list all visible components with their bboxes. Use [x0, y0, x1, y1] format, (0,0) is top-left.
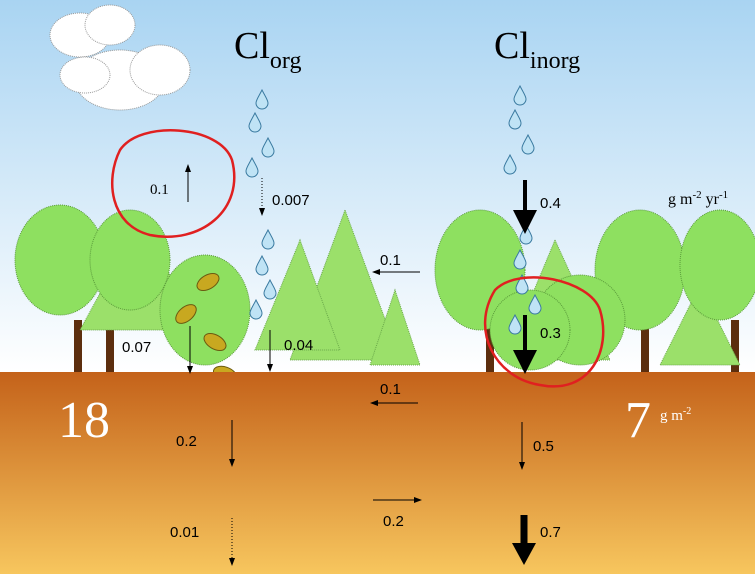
stock-inorg: 7 — [625, 392, 651, 449]
flux-label: 0.2 — [383, 513, 404, 530]
flux-label: 0.007 — [272, 192, 310, 209]
flux-label: 0.5 — [533, 438, 554, 455]
flux-label: 0.1 — [380, 381, 401, 398]
page: {"headers": [{"base": "Cl", "sub": "org"… — [0, 0, 755, 574]
flux-label: 0.7 — [540, 524, 561, 541]
flux-label: 0.1 — [150, 182, 169, 198]
flux-label: 0.07 — [122, 339, 151, 356]
flux-label: 0.4 — [540, 195, 561, 212]
flux-label: 0.04 — [284, 337, 313, 354]
flux-label: 0.01 — [170, 524, 199, 541]
diagram: Clorg Clinorg g m-2 yr-1 g m-2 18 7 0.1 … — [0, 0, 755, 574]
stock-org: 18 — [58, 392, 110, 449]
flux-label: 0.1 — [380, 252, 401, 269]
flux-label: 0.2 — [176, 433, 197, 450]
flux-label: 0.3 — [540, 325, 561, 342]
